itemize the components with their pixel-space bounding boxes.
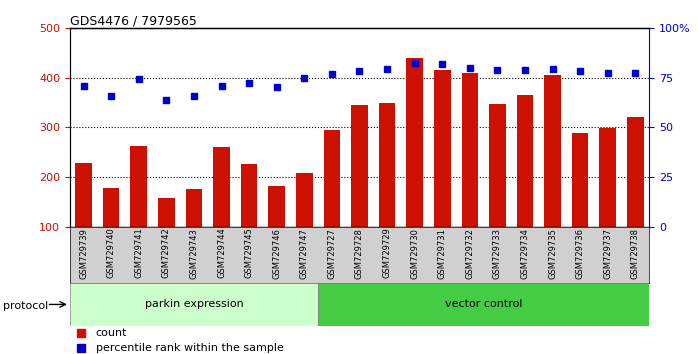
Text: GSM729741: GSM729741 (134, 228, 143, 279)
Text: GSM729736: GSM729736 (576, 228, 585, 279)
Bar (103, 188, 119, 276)
Text: GDS4476 / 7979565: GDS4476 / 7979565 (70, 14, 197, 27)
Bar (351, 105, 368, 276)
Bar (131, 146, 147, 276)
Text: count: count (96, 328, 127, 338)
Text: GSM729742: GSM729742 (162, 228, 171, 279)
Text: GSM729740: GSM729740 (107, 228, 116, 279)
Bar (214, 147, 230, 276)
Text: GSM729743: GSM729743 (189, 228, 198, 279)
Bar (489, 104, 505, 276)
Text: vector control: vector control (445, 299, 522, 309)
Text: GSM729727: GSM729727 (327, 228, 336, 279)
Bar (627, 116, 644, 276)
Text: GSM729747: GSM729747 (300, 228, 309, 279)
Bar (434, 70, 450, 276)
Text: percentile rank within the sample: percentile rank within the sample (96, 343, 284, 353)
Bar (379, 103, 395, 276)
Bar (296, 173, 313, 276)
Bar (269, 187, 285, 276)
Bar (70, 283, 318, 326)
Text: GSM729732: GSM729732 (466, 228, 475, 279)
Text: GSM729739: GSM729739 (79, 228, 88, 279)
Text: protocol: protocol (3, 301, 49, 311)
Text: GSM729731: GSM729731 (438, 228, 447, 279)
Text: GSM729734: GSM729734 (521, 228, 530, 279)
Bar (406, 58, 423, 276)
Text: GSM729733: GSM729733 (493, 228, 502, 279)
Bar (461, 73, 478, 276)
Text: GSM729728: GSM729728 (355, 228, 364, 279)
Text: GSM729738: GSM729738 (631, 228, 640, 279)
Bar (75, 163, 92, 276)
Text: GSM729737: GSM729737 (603, 228, 612, 279)
Text: GSM729746: GSM729746 (272, 228, 281, 279)
Bar (241, 164, 258, 276)
Bar (544, 75, 561, 276)
Text: GSM729735: GSM729735 (548, 228, 557, 279)
Text: GSM729730: GSM729730 (410, 228, 419, 279)
Bar (600, 128, 616, 276)
Bar (158, 198, 174, 276)
Text: GSM729744: GSM729744 (217, 228, 226, 279)
Bar (517, 95, 533, 276)
Bar (572, 133, 588, 276)
Text: parkin expression: parkin expression (144, 299, 244, 309)
Bar (324, 130, 340, 276)
Text: GSM729729: GSM729729 (383, 228, 392, 279)
Bar (186, 189, 202, 276)
Bar (318, 283, 649, 326)
Text: GSM729745: GSM729745 (244, 228, 253, 279)
